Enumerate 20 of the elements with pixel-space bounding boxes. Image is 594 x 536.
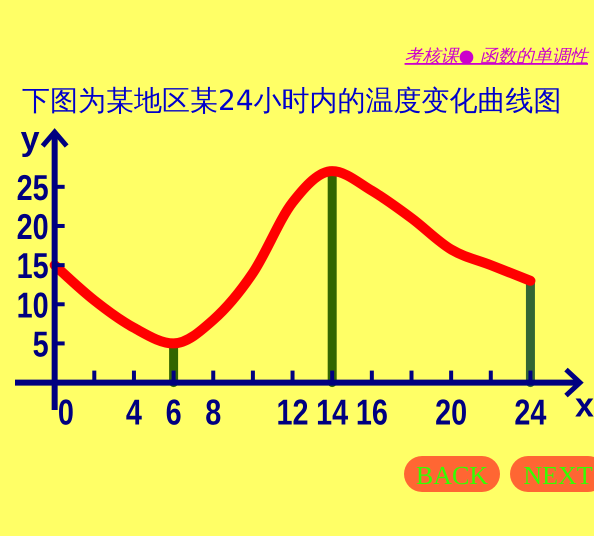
y-tick-label: 10 [16,284,49,326]
x-tick-label: 12 [276,391,309,432]
x-axis-title: x [575,386,594,425]
y-tick-label: 25 [16,166,49,208]
x-tick-label: 24 [514,391,546,432]
x-tick-label: 0 [58,391,74,432]
x-tick-label: 14 [316,391,348,432]
x-tick-label: 20 [435,391,468,432]
button: NEXT [510,456,594,492]
x-tick-label: 16 [356,391,388,432]
chart-title: 下图为某地区某24小时内的温度变化曲线图 [22,84,562,117]
y-tick-label: 15 [16,244,49,286]
y-axis-title: y [20,120,40,158]
chart-subtitle: 考核课● 函数的单调性 [404,46,590,67]
x-tick-label: 4 [126,391,142,432]
x-tick-label: 6 [166,391,182,432]
button: BACK [404,456,500,492]
x-tick-label: 8 [205,391,222,432]
y-tick-label: 20 [16,206,49,247]
y-tick-label: 5 [32,323,49,364]
